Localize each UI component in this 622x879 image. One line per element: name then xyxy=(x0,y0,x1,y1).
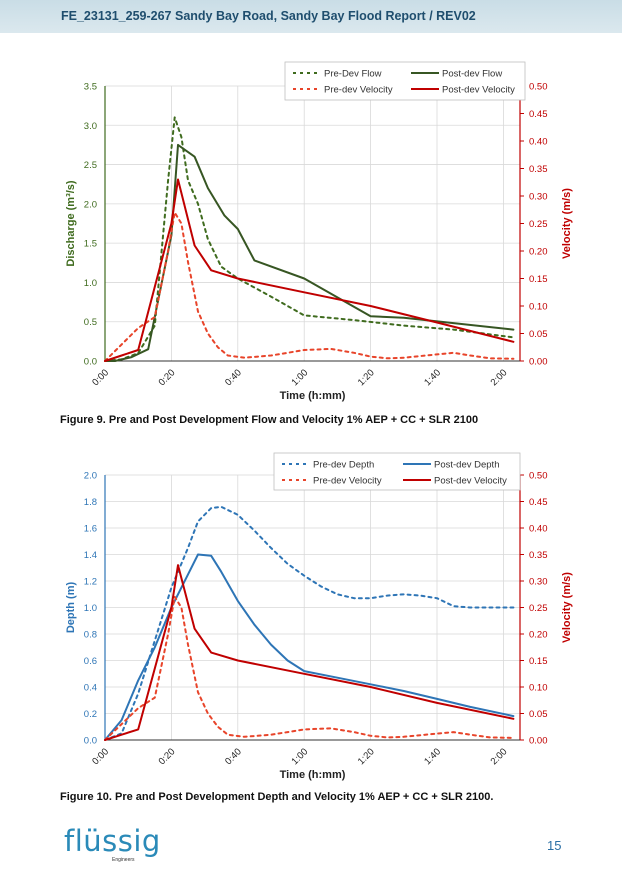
figure-10-caption: Figure 10. Pre and Post Development Dept… xyxy=(60,791,494,803)
y2-tick-label: 0.20 xyxy=(529,630,548,641)
x-tick-label: 0:40 xyxy=(223,746,244,767)
y2-tick-label: 0.05 xyxy=(529,329,548,340)
y2-tick-label: 0.30 xyxy=(529,192,548,203)
y-axis-title: Depth (m) xyxy=(65,582,77,634)
x-tick-label: 2:00 xyxy=(489,367,510,388)
y2-tick-label: 0.00 xyxy=(529,357,548,368)
legend-label: Post-dev Depth xyxy=(434,460,499,471)
x-tick-label: 0:20 xyxy=(157,367,178,388)
x-tick-label: 1:20 xyxy=(356,367,377,388)
y2-tick-label: 0.00 xyxy=(529,736,548,747)
y2-axis-title: Velocity (m/s) xyxy=(561,572,573,643)
y2-tick-label: 0.35 xyxy=(529,550,548,561)
y-axis-title: Discharge (m³/s) xyxy=(65,180,77,267)
legend-label: Post-dev Velocity xyxy=(434,476,507,487)
y2-tick-label: 0.25 xyxy=(529,603,548,614)
series-line-pre-dev-depth xyxy=(104,505,515,741)
legend-label: Pre-dev Velocity xyxy=(313,476,382,487)
x-tick-label: 0:00 xyxy=(90,367,111,388)
series-line-post-dev-velocity xyxy=(104,178,515,362)
y-tick-label: 1.5 xyxy=(84,239,97,250)
y-tick-label: 1.0 xyxy=(84,278,97,289)
x-tick-label: 1:00 xyxy=(289,367,310,388)
legend-label: Post-dev Velocity xyxy=(442,85,515,96)
y-tick-label: 3.5 xyxy=(84,82,97,93)
x-tick-label: 0:00 xyxy=(90,746,111,767)
series-line-post-dev-depth xyxy=(104,553,515,741)
y-tick-label: 0.0 xyxy=(84,357,97,368)
x-axis-title: Time (h:mm) xyxy=(280,390,346,402)
report-title: FE_23131_259-267 Sandy Bay Road, Sandy B… xyxy=(61,9,476,23)
figure-9-caption: Figure 9. Pre and Post Development Flow … xyxy=(60,414,479,426)
y-tick-label: 0.4 xyxy=(84,683,97,694)
y2-tick-label: 0.45 xyxy=(529,497,548,508)
x-axis-title: Time (h:mm) xyxy=(280,769,346,781)
y-tick-label: 0.5 xyxy=(84,317,97,328)
y-tick-label: 2.0 xyxy=(84,471,97,482)
y-tick-label: 0.8 xyxy=(84,630,97,641)
report-header: FE_23131_259-267 Sandy Bay Road, Sandy B… xyxy=(0,0,622,33)
legend-label: Post-dev Flow xyxy=(442,69,502,80)
y-tick-label: 1.6 xyxy=(84,524,97,535)
logo-subtitle: Engineers xyxy=(112,857,135,863)
y2-tick-label: 0.05 xyxy=(529,709,548,720)
y2-tick-label: 0.50 xyxy=(529,471,548,482)
y2-tick-label: 0.35 xyxy=(529,164,548,175)
legend-box xyxy=(284,61,526,101)
y-tick-label: 0.0 xyxy=(84,736,97,747)
legend-label: Pre-dev Velocity xyxy=(324,85,393,96)
x-tick-label: 1:00 xyxy=(289,746,310,767)
y2-tick-label: 0.40 xyxy=(529,524,548,535)
y-tick-label: 1.0 xyxy=(84,603,97,614)
y2-tick-label: 0.15 xyxy=(529,656,548,667)
y-tick-label: 0.2 xyxy=(84,709,97,720)
y2-axis-title: Velocity (m/s) xyxy=(561,188,573,259)
x-tick-label: 1:40 xyxy=(422,367,443,388)
depth-velocity-chart: 0.0 0.2 0.4 0.6 0.8 1.0 1.2 1.4 1.6 1.8 2.0 0:00 0:2… xyxy=(65,452,573,781)
y2-tick-label: 0.10 xyxy=(529,302,548,313)
x-tick-label: 0:40 xyxy=(223,367,244,388)
y2-tick-label: 0.50 xyxy=(529,82,548,93)
y2-tick-label: 0.15 xyxy=(529,274,548,285)
legend-label: Pre-dev Depth xyxy=(313,460,374,471)
y-tick-label: 3.0 xyxy=(84,121,97,132)
flow-velocity-chart: 0.0 0.5 1.0 1.5 2.0 2.5 3.0 3.5 0:00 0:20 0:40 1:00… xyxy=(65,61,573,402)
y2-tick-label: 0.25 xyxy=(529,219,548,230)
series-line-post-dev-velocity xyxy=(104,564,515,741)
y-tick-label: 1.2 xyxy=(84,577,97,588)
y-tick-label: 1.8 xyxy=(84,497,97,508)
y2-tick-label: 0.20 xyxy=(529,247,548,258)
series-line-pre-dev-velocity xyxy=(104,595,515,741)
x-tick-label: 1:40 xyxy=(422,746,443,767)
y2-tick-label: 0.10 xyxy=(529,683,548,694)
legend-label: Pre-Dev Flow xyxy=(324,69,382,80)
company-logo: flüssig Engineers xyxy=(64,824,161,863)
series-line-pre-dev-velocity xyxy=(104,211,515,362)
page-number: 15 xyxy=(547,838,562,853)
y-tick-label: 2.0 xyxy=(84,199,97,210)
series-line-pre-dev-flow xyxy=(104,116,515,362)
x-tick-label: 2:00 xyxy=(489,746,510,767)
x-tick-label: 0:20 xyxy=(157,746,178,767)
logo-wordmark: flüssig xyxy=(64,824,161,858)
y-tick-label: 2.5 xyxy=(84,160,97,171)
y2-tick-label: 0.40 xyxy=(529,137,548,148)
y-tick-label: 1.4 xyxy=(84,550,97,561)
legend-box xyxy=(273,452,521,491)
y-tick-label: 0.6 xyxy=(84,656,97,667)
y2-tick-label: 0.45 xyxy=(529,109,548,120)
x-tick-label: 1:20 xyxy=(356,746,377,767)
y2-tick-label: 0.30 xyxy=(529,577,548,588)
series-line-post-dev-flow xyxy=(104,143,515,362)
